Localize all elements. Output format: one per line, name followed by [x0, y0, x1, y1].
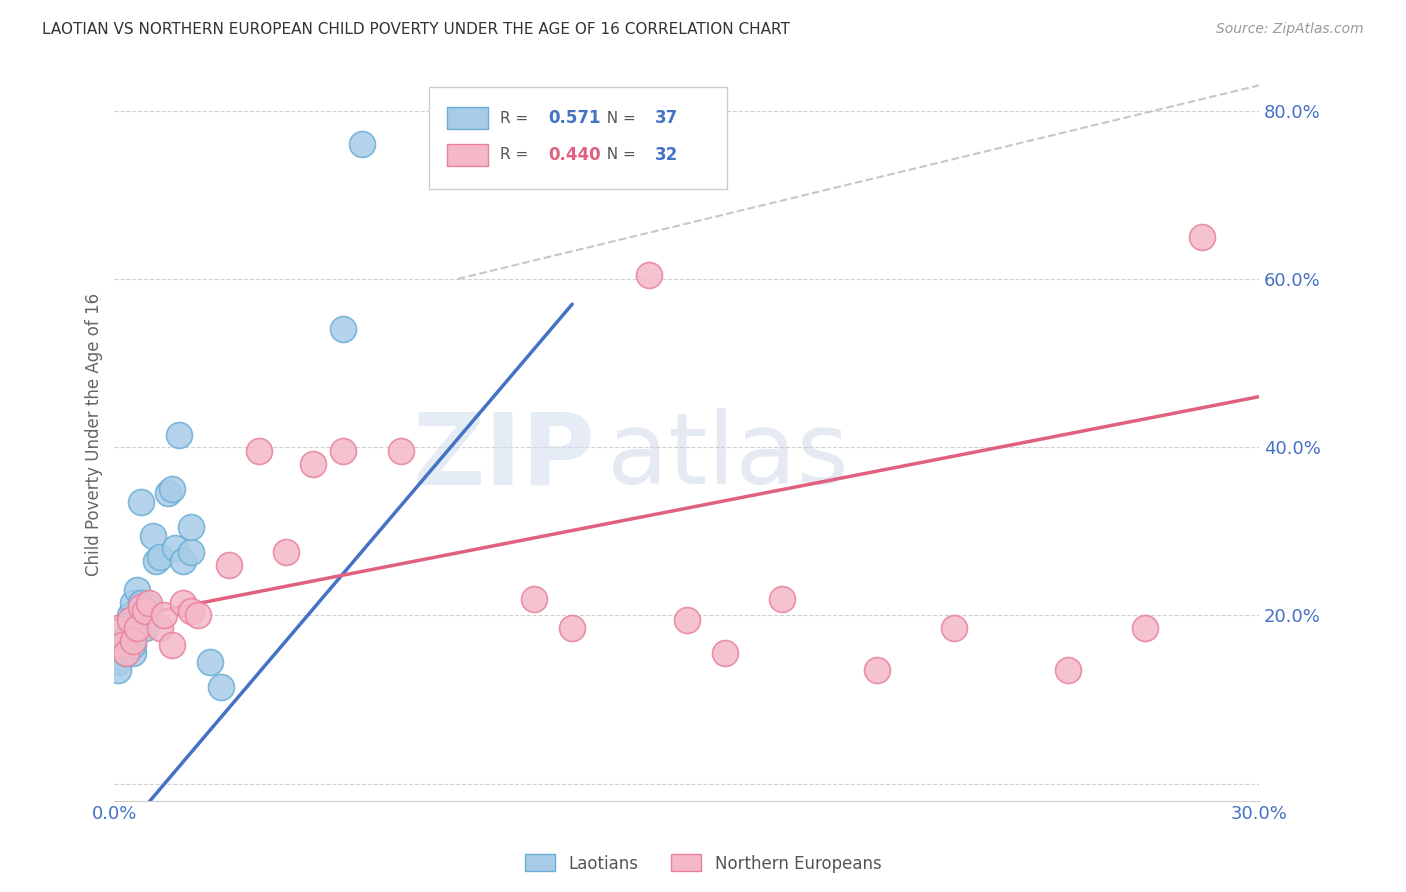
FancyBboxPatch shape: [429, 87, 727, 189]
Point: [160, 638, 183, 652]
Point: [127, 583, 149, 598]
Text: N =: N =: [598, 147, 641, 162]
Point: [180, 545, 202, 559]
Point: [1057, 663, 1080, 677]
Text: 32: 32: [655, 146, 678, 164]
Point: [129, 596, 152, 610]
Point: [332, 322, 354, 336]
Point: [145, 554, 167, 568]
Point: [187, 608, 209, 623]
Point: [180, 604, 202, 618]
Point: [134, 621, 156, 635]
Point: [111, 642, 134, 657]
Point: [127, 616, 149, 631]
Point: [142, 528, 165, 542]
Point: [352, 137, 374, 152]
Point: [118, 621, 141, 635]
Point: [274, 545, 297, 559]
Text: Source: ZipAtlas.com: Source: ZipAtlas.com: [1216, 22, 1364, 37]
Point: [172, 596, 194, 610]
Point: [389, 444, 412, 458]
Point: [118, 642, 141, 657]
Point: [149, 549, 172, 564]
Text: R =: R =: [501, 147, 533, 162]
Text: 0.571: 0.571: [548, 110, 600, 128]
Text: ZIP: ZIP: [412, 408, 595, 505]
Point: [107, 621, 129, 635]
Text: N =: N =: [598, 111, 641, 126]
Point: [138, 600, 160, 615]
Point: [172, 554, 194, 568]
Point: [153, 608, 176, 623]
Point: [129, 495, 152, 509]
Point: [118, 630, 141, 644]
Point: [127, 621, 149, 635]
Point: [301, 457, 323, 471]
Point: [637, 268, 659, 282]
Point: [111, 638, 134, 652]
Point: [770, 591, 793, 606]
Point: [156, 486, 179, 500]
FancyBboxPatch shape: [447, 144, 488, 166]
Point: [1133, 621, 1156, 635]
Point: [169, 427, 191, 442]
Text: R =: R =: [501, 111, 533, 126]
Point: [523, 591, 546, 606]
Point: [134, 604, 156, 618]
Text: 0.440: 0.440: [548, 146, 600, 164]
Point: [107, 655, 129, 669]
Point: [122, 596, 145, 610]
Point: [247, 444, 270, 458]
Point: [942, 621, 965, 635]
Point: [115, 633, 138, 648]
Point: [129, 604, 152, 618]
Point: [122, 638, 145, 652]
Point: [209, 680, 232, 694]
Legend: Laotians, Northern Europeans: Laotians, Northern Europeans: [517, 847, 889, 880]
Text: atlas: atlas: [606, 408, 848, 505]
Point: [138, 596, 160, 610]
Point: [165, 541, 187, 556]
Point: [111, 633, 134, 648]
Text: 37: 37: [655, 110, 678, 128]
Point: [1191, 229, 1213, 244]
Point: [122, 633, 145, 648]
Point: [118, 608, 141, 623]
Point: [122, 613, 145, 627]
Y-axis label: Child Poverty Under the Age of 16: Child Poverty Under the Age of 16: [86, 293, 103, 576]
Point: [675, 613, 697, 627]
Point: [115, 646, 138, 660]
Point: [714, 646, 737, 660]
Point: [332, 444, 354, 458]
Point: [180, 520, 202, 534]
Point: [866, 663, 889, 677]
Text: LAOTIAN VS NORTHERN EUROPEAN CHILD POVERTY UNDER THE AGE OF 16 CORRELATION CHART: LAOTIAN VS NORTHERN EUROPEAN CHILD POVER…: [42, 22, 790, 37]
Point: [107, 663, 129, 677]
Point: [129, 600, 152, 615]
FancyBboxPatch shape: [447, 107, 488, 129]
Point: [160, 483, 183, 497]
Point: [118, 613, 141, 627]
Point: [561, 621, 583, 635]
Point: [122, 646, 145, 660]
Point: [115, 646, 138, 660]
Point: [115, 630, 138, 644]
Point: [218, 558, 240, 572]
Point: [198, 655, 221, 669]
Point: [122, 625, 145, 640]
Point: [149, 621, 172, 635]
